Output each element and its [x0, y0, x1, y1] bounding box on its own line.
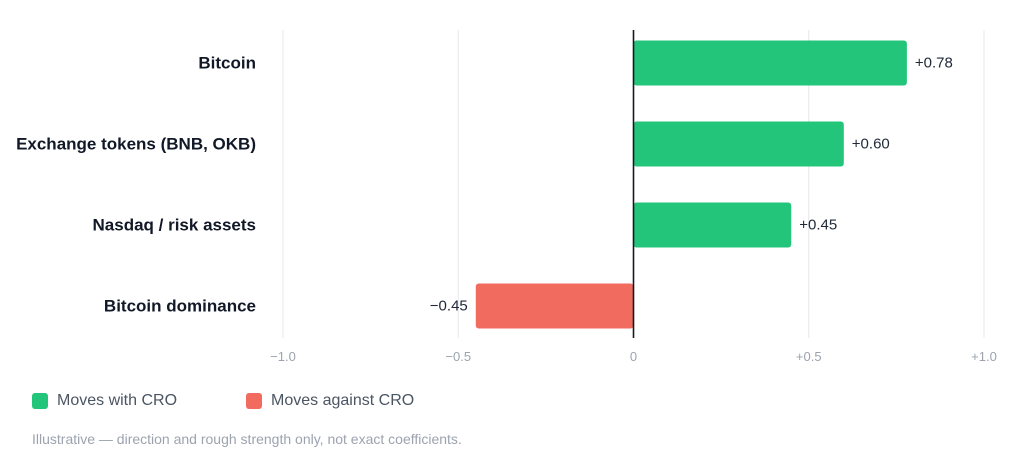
bar	[633, 40, 907, 86]
labels: −1.0 −0.5 0 +0.5 +1.0 Bitcoin +0.78 Exchange to…	[16, 54, 997, 365]
x-tick-label: −1.0	[270, 349, 296, 364]
category-label: Nasdaq / risk assets	[93, 216, 256, 235]
legend-label-with: Moves with CRO	[57, 392, 178, 409]
data-label: −0.45	[430, 298, 468, 315]
correlation-bar-chart: −1.0 −0.5 0 +0.5 +1.0 Bitcoin +0.78 Exchange to…	[16, 30, 997, 365]
bar	[633, 202, 792, 248]
data-label: +0.45	[799, 217, 837, 234]
category-label: Bitcoin	[198, 54, 256, 73]
legend-swatch-with	[32, 393, 48, 409]
x-tick-label: −0.5	[445, 349, 471, 364]
category-label: Exchange tokens (BNB, OKB)	[16, 135, 256, 154]
bar	[475, 283, 634, 329]
x-tick-label: +1.0	[971, 349, 997, 364]
x-tick-label: +0.5	[796, 349, 822, 364]
legend: Moves with CRO Moves against CRO	[32, 392, 483, 410]
legend-item-with: Moves with CRO	[32, 392, 177, 410]
bar	[633, 121, 844, 167]
bars	[475, 40, 907, 329]
data-label: +0.78	[915, 55, 953, 72]
legend-label-against: Moves against CRO	[271, 392, 415, 409]
data-label: +0.60	[852, 136, 890, 153]
legend-swatch-against	[246, 393, 263, 409]
category-label: Bitcoin dominance	[104, 297, 256, 316]
x-tick-label: 0	[630, 349, 637, 364]
legend-item-against: Moves against CRO	[246, 392, 414, 410]
footnote: Illustrative — direction and rough stren…	[32, 431, 462, 447]
